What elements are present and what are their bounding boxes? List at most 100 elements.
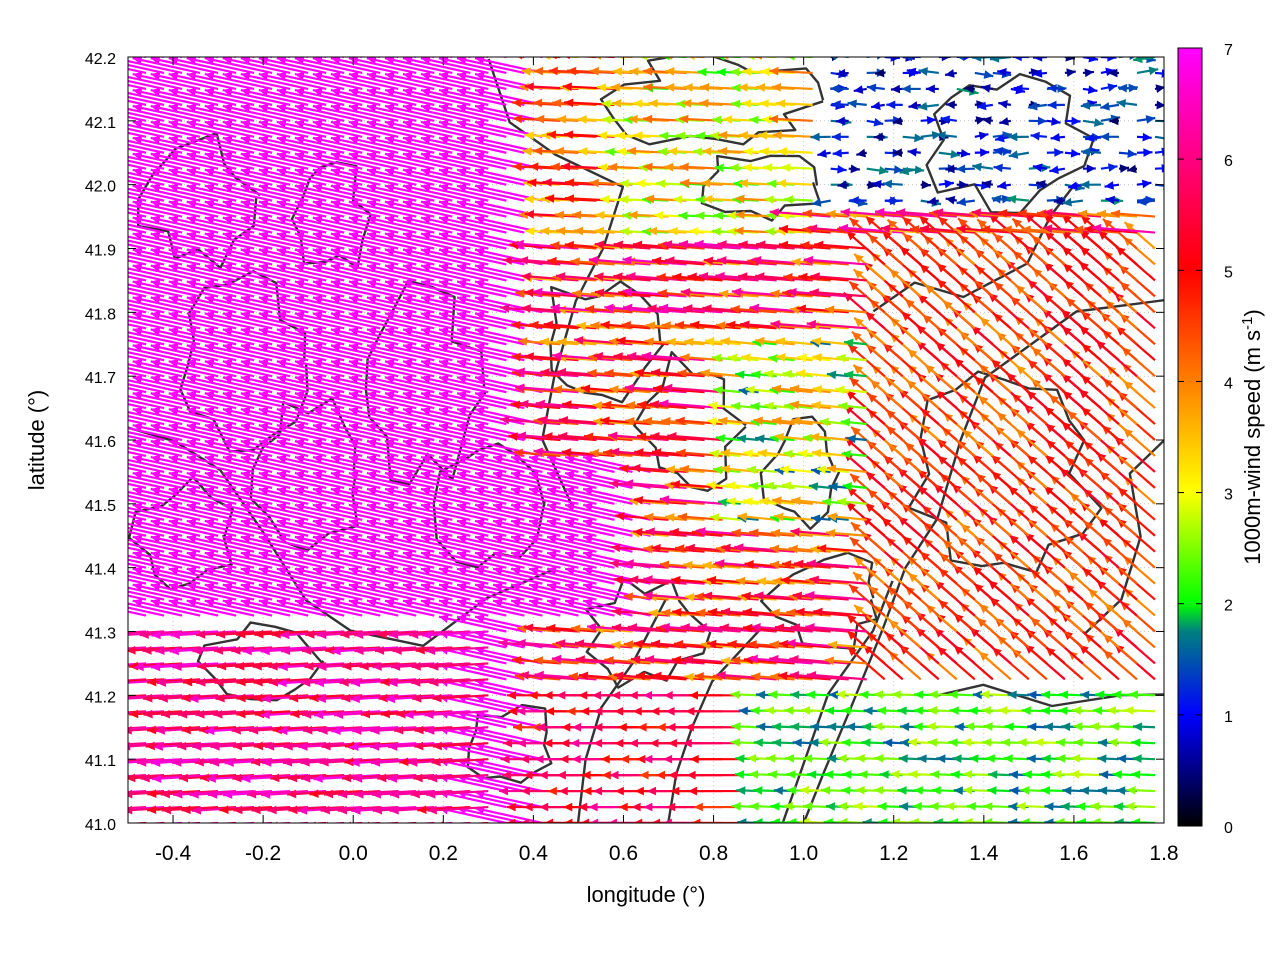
wind-arrow-head bbox=[534, 670, 544, 680]
wind-arrow-head bbox=[276, 295, 287, 304]
wind-arrow-head bbox=[748, 481, 759, 491]
wind-arrow-head bbox=[953, 786, 963, 795]
wind-arrow-head bbox=[61, 168, 71, 176]
wind-arrow-head bbox=[515, 289, 525, 298]
wind-arrow-shaft bbox=[521, 306, 579, 314]
wind-arrow-head bbox=[803, 801, 813, 811]
wind-arrow-head bbox=[186, 295, 197, 304]
wind-arrow-head bbox=[899, 802, 909, 811]
wind-arrow-head bbox=[97, 535, 107, 543]
wind-arrow-shaft bbox=[128, 446, 165, 458]
wind-arrow-head bbox=[714, 211, 724, 221]
wind-arrow-head bbox=[561, 722, 571, 732]
wind-arrow-head bbox=[508, 706, 518, 716]
wind-arrow-head bbox=[659, 495, 670, 504]
wind-arrow-head bbox=[962, 785, 973, 795]
wind-arrow-shaft bbox=[456, 663, 525, 681]
wind-arrow-shaft bbox=[456, 631, 525, 649]
wind-arrow-head bbox=[774, 623, 785, 633]
wind-arrow-shaft bbox=[128, 319, 165, 330]
wind-arrow-head bbox=[493, 534, 503, 544]
wind-arrow-head bbox=[384, 534, 395, 544]
wind-arrow-head bbox=[1132, 754, 1142, 763]
wind-arrow-head bbox=[302, 710, 312, 719]
wind-arrow-shaft bbox=[186, 535, 255, 553]
wind-arrow-shaft bbox=[456, 503, 525, 521]
wind-arrow-head bbox=[456, 327, 467, 336]
wind-arrow-head bbox=[79, 327, 89, 335]
wind-arrow-shaft bbox=[128, 339, 147, 346]
wind-arrow-head bbox=[66, 662, 75, 671]
wind-arrow-shaft bbox=[627, 625, 687, 633]
wind-arrow-head bbox=[394, 725, 404, 735]
wind-arrow-head bbox=[1058, 690, 1069, 700]
wind-arrow-head bbox=[312, 406, 323, 416]
wind-arrow-head bbox=[523, 770, 533, 780]
wind-arrow-shaft bbox=[956, 227, 1011, 234]
wind-arrow-head bbox=[720, 464, 731, 474]
wind-arrow-shaft bbox=[258, 551, 327, 569]
wind-arrow-shaft bbox=[168, 344, 237, 362]
wind-arrow-head bbox=[210, 742, 220, 751]
wind-arrow-head bbox=[438, 311, 449, 320]
wind-arrow-head bbox=[515, 367, 525, 377]
wind-arrow-head bbox=[66, 822, 75, 831]
wind-arrow-head bbox=[1119, 164, 1130, 173]
wind-arrow-shaft bbox=[438, 615, 507, 633]
wind-arrow-head bbox=[510, 400, 520, 410]
wind-arrow-head bbox=[715, 271, 725, 281]
wind-arrow-head bbox=[240, 327, 251, 336]
wind-arrow-shaft bbox=[128, 614, 129, 616]
wind-arrow-head bbox=[853, 801, 863, 811]
wind-arrow-head bbox=[601, 770, 611, 780]
wind-arrow-head bbox=[631, 463, 641, 473]
wind-arrow-head bbox=[415, 645, 425, 655]
wind-arrow-shaft bbox=[128, 418, 147, 426]
wind-arrow-head bbox=[235, 661, 245, 671]
wind-arrow-shaft bbox=[546, 503, 615, 521]
wind-arrow-shaft bbox=[402, 424, 471, 442]
wind-arrow-head bbox=[240, 486, 251, 496]
wind-arrow-head bbox=[115, 822, 124, 831]
wind-arrow-head bbox=[735, 754, 745, 763]
wind-arrow-head bbox=[715, 434, 726, 443]
wind-arrow-head bbox=[921, 180, 931, 190]
wind-arrow-head bbox=[1080, 215, 1091, 225]
wind-arrow-head bbox=[506, 818, 516, 823]
wind-arrow-head bbox=[521, 272, 531, 281]
wind-arrow-shaft bbox=[168, 360, 237, 378]
contour-line bbox=[128, 475, 234, 591]
wind-arrow-shaft bbox=[128, 558, 165, 569]
wind-arrow-head bbox=[841, 706, 851, 715]
wind-arrow-head bbox=[438, 566, 449, 575]
wind-arrow-head bbox=[745, 385, 755, 395]
wind-arrow-head bbox=[634, 786, 644, 796]
wind-arrow-head bbox=[538, 770, 548, 780]
wind-arrow-head bbox=[251, 805, 261, 815]
wind-arrow-head bbox=[1041, 754, 1051, 763]
wind-arrow-shaft bbox=[456, 727, 525, 745]
wind-arrow-head bbox=[222, 470, 233, 480]
wind-arrow-head bbox=[428, 773, 438, 783]
wind-arrow-head bbox=[617, 722, 627, 732]
wind-arrow-head bbox=[666, 722, 676, 732]
wind-arrow-head bbox=[795, 607, 805, 617]
wind-arrow-shaft bbox=[348, 376, 417, 394]
wind-arrow-head bbox=[544, 818, 554, 823]
wind-arrow-head bbox=[784, 706, 794, 715]
wind-arrow-head bbox=[475, 215, 485, 224]
wind-arrow-head bbox=[150, 295, 161, 304]
wind-arrow-head bbox=[763, 163, 773, 172]
wind-arrow-head bbox=[402, 550, 413, 560]
wind-arrow-head bbox=[687, 272, 697, 282]
wind-arrow-head bbox=[626, 271, 636, 281]
wind-arrow-shaft bbox=[564, 487, 633, 505]
wind-arrow-shaft bbox=[384, 440, 453, 458]
wind-arrow-shaft bbox=[366, 408, 435, 426]
wind-arrow-head bbox=[663, 754, 673, 764]
wind-arrow-shaft bbox=[420, 583, 489, 601]
wind-arrow-shaft bbox=[330, 248, 399, 266]
wind-arrow-head bbox=[683, 655, 694, 664]
wind-arrow-head bbox=[816, 465, 827, 474]
wind-arrow-head bbox=[438, 454, 449, 464]
